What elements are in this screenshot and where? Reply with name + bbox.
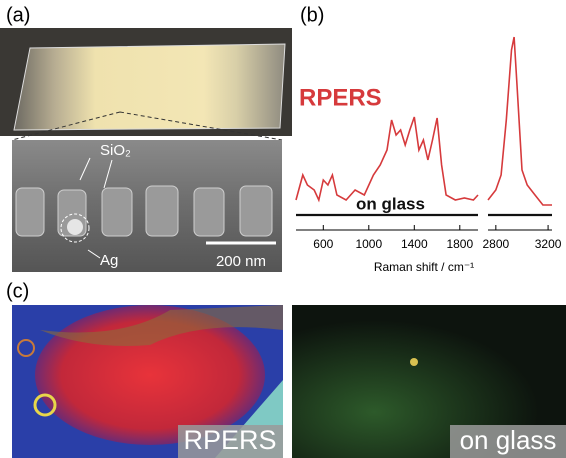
panel-label: (b) <box>300 4 324 26</box>
image-label: RPERS <box>183 425 276 455</box>
x-tick-label: 1800 <box>446 237 473 251</box>
series-label: RPERS <box>299 84 382 111</box>
ag-particle <box>67 219 83 235</box>
x-axis-label: Raman shift / cm⁻¹ <box>374 260 474 274</box>
scale-bar-label: 200 nm <box>216 253 266 270</box>
x-tick-label: 600 <box>313 237 333 251</box>
x-tick-label: 1000 <box>355 237 382 251</box>
spectrum-line <box>296 37 552 205</box>
x-tick-label: 1400 <box>401 237 428 251</box>
spectrum-chart: 600 1000 1400 1800 2800 3200 Raman shift / cm⁻… <box>296 37 562 274</box>
raman-map-spot <box>410 358 418 366</box>
series-label: on glass <box>356 194 425 213</box>
figure: (a) SiO₂ Ag 200 nm (b) 600 1000 1400 1800 28… <box>0 0 566 458</box>
sem-annotation: Ag <box>100 252 118 269</box>
sem-annotation: SiO₂ <box>100 142 131 159</box>
panel-label: (c) <box>6 280 29 302</box>
x-tick-label: 3200 <box>535 237 562 251</box>
x-tick-label: 2800 <box>482 237 509 251</box>
image-label: on glass <box>460 425 557 455</box>
panel-label: (a) <box>6 4 30 26</box>
